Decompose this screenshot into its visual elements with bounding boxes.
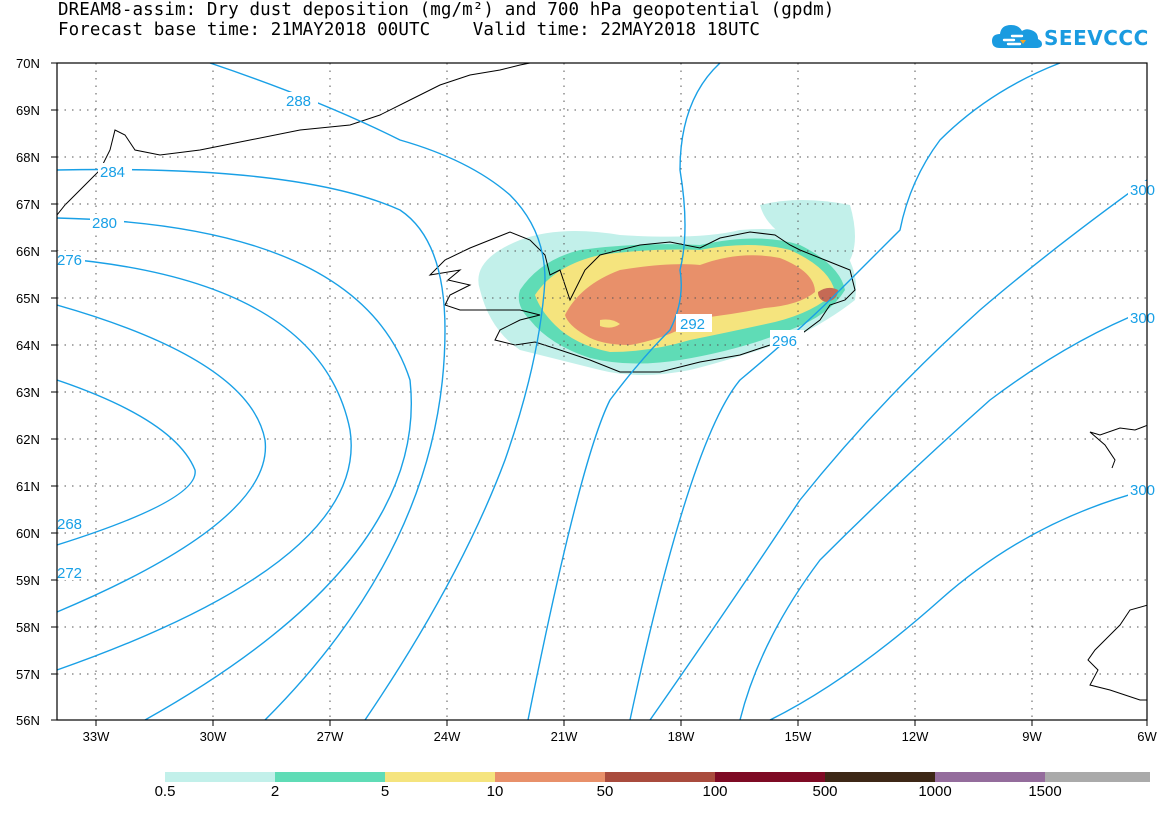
lat-label: 69N [16, 103, 40, 118]
legend-swatch [605, 772, 715, 782]
contour-label: 296 [772, 333, 797, 350]
legend-swatch [165, 772, 275, 782]
contour-300b [739, 309, 1147, 720]
lat-label: 63N [16, 385, 40, 400]
lat-label: 56N [16, 713, 40, 728]
contour-284 [57, 168, 446, 720]
lon-label: 18W [668, 729, 695, 744]
contour-300a [649, 179, 1147, 720]
contour-272 [57, 304, 267, 613]
legend-label: 2 [270, 783, 280, 800]
faroe-islands [1087, 604, 1147, 701]
contour-label: 300 [1130, 310, 1155, 327]
lat-lon-grid [57, 63, 1147, 720]
legend-label: 1500 [1028, 783, 1062, 800]
geopotential-contours [57, 63, 1147, 720]
contour-288 [209, 63, 546, 720]
contour-label: 292 [680, 316, 705, 333]
lat-label: 66N [16, 244, 40, 259]
lon-label: 24W [434, 729, 461, 744]
lat-label: 58N [16, 620, 40, 635]
contour-label: 300 [1130, 182, 1155, 199]
legend-swatch [275, 772, 385, 782]
contour-labels: 288 284 280 276 292 296 300 300 300 268 … [55, 92, 1155, 582]
legend-label: 5 [380, 783, 390, 800]
lon-label: 33W [83, 729, 110, 744]
map-frame [56, 62, 1148, 721]
legend-swatch [385, 772, 495, 782]
contour-label: 288 [286, 93, 311, 110]
contour-268 [57, 379, 196, 546]
contour-label: 280 [92, 215, 117, 232]
lat-label: 70N [16, 56, 40, 71]
legend-label: 50 [596, 783, 614, 800]
scotland-coast [1089, 424, 1147, 469]
contour-label: 268 [57, 516, 82, 533]
latitude-labels: 70N 69N 68N 67N 66N 65N 64N 63N 62N 61N … [16, 56, 40, 728]
lat-label: 61N [16, 479, 40, 494]
contour-280 [57, 217, 412, 720]
legend-swatch [935, 772, 1045, 782]
lat-label: 67N [16, 197, 40, 212]
contour-296 [629, 63, 1061, 720]
contour-292 [527, 63, 721, 720]
lon-label: 9W [1022, 729, 1042, 744]
legend-swatch [825, 772, 935, 782]
legend-label: 10 [486, 783, 504, 800]
cloud-logo-icon [992, 25, 1042, 48]
legend-swatch [1045, 772, 1150, 782]
lat-label: 62N [16, 432, 40, 447]
lon-label: 6W [1137, 729, 1157, 744]
contour-300c [769, 489, 1147, 720]
contour-label: 272 [57, 565, 82, 582]
lon-label: 15W [785, 729, 812, 744]
legend-label: 0.5 [154, 783, 176, 800]
map-subtitle: Forecast base time: 21MAY2018 00UTC Vali… [58, 20, 760, 40]
iceland-coast [428, 231, 856, 373]
longitude-labels: 33W 30W 27W 24W 21W 18W 15W 12W 9W 6W [83, 729, 1158, 744]
lat-label: 57N [16, 667, 40, 682]
coastlines [57, 63, 1147, 701]
contour-label: 300 [1130, 482, 1155, 499]
greenland-coast [57, 63, 531, 216]
legend-label: 500 [812, 783, 838, 800]
lon-label: 27W [317, 729, 344, 744]
contour-276 [57, 257, 352, 671]
lat-label: 68N [16, 150, 40, 165]
map-title: DREAM8-assim: Dry dust deposition (mg/m²… [58, 0, 835, 20]
lon-label: 30W [200, 729, 227, 744]
lat-label: 64N [16, 338, 40, 353]
contour-label: 276 [57, 252, 82, 269]
lat-label: 59N [16, 573, 40, 588]
lat-label: 65N [16, 291, 40, 306]
seevccc-logo: SEEVCCC [990, 18, 1148, 58]
axis-ticks [51, 62, 1148, 726]
lon-label: 12W [902, 729, 929, 744]
legend-swatch [715, 772, 825, 782]
legend-label: 1000 [918, 783, 952, 800]
dust-deposition-shading [478, 200, 856, 375]
logo-text: SEEVCCC [1044, 26, 1149, 50]
contour-label: 284 [100, 164, 125, 181]
legend-label: 100 [702, 783, 728, 800]
lon-label: 21W [551, 729, 578, 744]
lat-label: 60N [16, 526, 40, 541]
legend-swatch [495, 772, 605, 782]
